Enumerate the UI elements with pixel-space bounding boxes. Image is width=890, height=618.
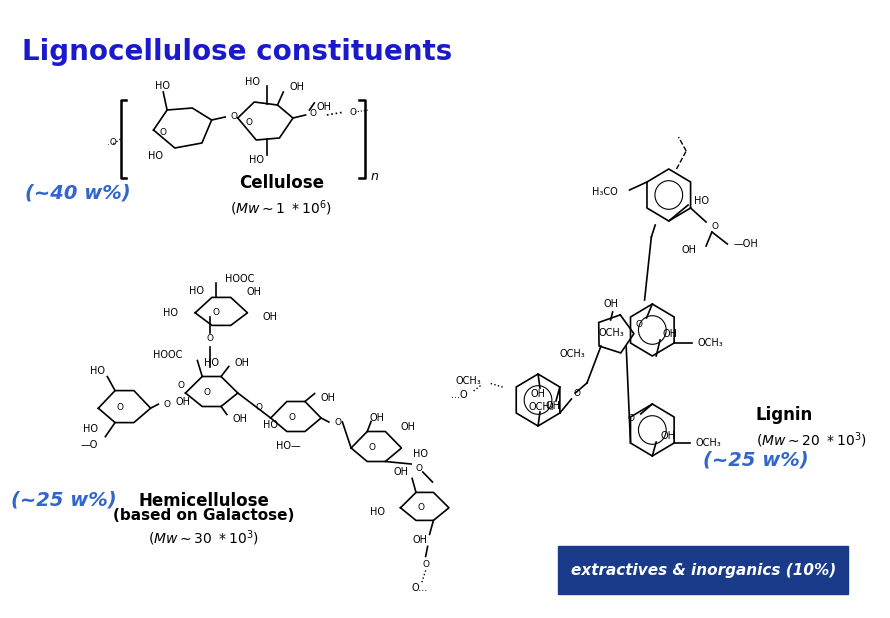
Text: OH: OH (662, 329, 677, 339)
Text: O: O (712, 221, 719, 231)
Text: O: O (213, 308, 220, 316)
Text: OH: OH (393, 467, 409, 477)
Text: (based on Galactose): (based on Galactose) (113, 508, 295, 523)
Text: O: O (627, 413, 635, 423)
FancyBboxPatch shape (558, 546, 848, 594)
Text: Lignin: Lignin (756, 406, 813, 424)
Text: O: O (246, 117, 253, 127)
Text: —OH: —OH (733, 239, 758, 249)
Text: O: O (335, 418, 342, 426)
Text: OCH₃: OCH₃ (560, 349, 586, 359)
Text: OH: OH (232, 413, 247, 423)
Text: HO: HO (413, 449, 428, 459)
Text: HO: HO (370, 507, 385, 517)
Text: OH: OH (235, 357, 249, 368)
Text: (~25 w%): (~25 w%) (11, 490, 117, 509)
Text: (~25 w%): (~25 w%) (703, 450, 809, 469)
Text: O: O (635, 320, 643, 329)
Text: HO: HO (263, 420, 279, 430)
Text: O: O (255, 402, 263, 412)
Text: O: O (116, 402, 123, 412)
Text: OH: OH (603, 299, 619, 309)
Text: OH: OH (546, 401, 561, 411)
Text: O...: O... (412, 583, 428, 593)
Text: OH: OH (369, 412, 384, 423)
Text: O: O (422, 560, 429, 569)
Text: HO: HO (245, 77, 260, 87)
Text: Cellulose: Cellulose (239, 174, 324, 192)
Text: OH: OH (320, 392, 336, 402)
Text: $(Mw \sim 20\ *10^3)$: $(Mw \sim 20\ *10^3)$ (756, 430, 867, 450)
Text: OH: OH (263, 312, 278, 322)
Text: Hemicellulose: Hemicellulose (139, 492, 270, 510)
Text: O: O (288, 412, 295, 421)
Text: O: O (349, 108, 356, 117)
Text: OCH₃: OCH₃ (599, 328, 625, 338)
Text: HOOC: HOOC (153, 350, 182, 360)
Text: HO: HO (156, 81, 171, 91)
Text: O: O (415, 464, 422, 473)
Text: $(Mw \sim 1\ *10^6)$: $(Mw \sim 1\ *10^6)$ (231, 198, 332, 218)
Text: HO—: HO— (276, 441, 301, 451)
Text: HO: HO (91, 366, 105, 376)
Text: OH: OH (400, 421, 416, 431)
Text: O: O (417, 502, 425, 512)
Text: O: O (573, 389, 580, 397)
Text: n: n (370, 169, 378, 182)
Text: O: O (230, 111, 237, 121)
Text: HO: HO (249, 155, 264, 165)
Text: HO: HO (204, 357, 219, 368)
Text: HO: HO (83, 423, 98, 434)
Text: $(Mw \sim 30\ *10^3)$: $(Mw \sim 30\ *10^3)$ (149, 528, 259, 548)
Text: HO: HO (163, 308, 178, 318)
Text: OH: OH (247, 287, 262, 297)
Text: HOOC: HOOC (225, 274, 255, 284)
Text: Lignocellulose constituents: Lignocellulose constituents (22, 38, 452, 66)
Text: O: O (310, 109, 317, 117)
Text: O: O (163, 400, 170, 408)
Text: OH: OH (530, 389, 546, 399)
Text: O: O (369, 442, 376, 452)
Text: .O: .O (107, 137, 117, 146)
Text: OCH₃: OCH₃ (698, 338, 723, 348)
Text: O: O (203, 387, 210, 397)
Text: OH: OH (316, 102, 331, 112)
Text: OCH₃: OCH₃ (529, 402, 554, 412)
Text: O: O (177, 381, 184, 389)
Text: —O: —O (80, 439, 98, 450)
Text: HO: HO (694, 196, 709, 206)
Text: OCH₃: OCH₃ (695, 438, 721, 448)
Text: HO: HO (190, 286, 204, 297)
Text: (~40 w%): (~40 w%) (25, 183, 131, 202)
Text: OCH₃: OCH₃ (456, 376, 481, 386)
Text: OH: OH (175, 397, 190, 407)
Text: O: O (206, 334, 214, 343)
Text: OH: OH (413, 535, 427, 546)
Text: OH: OH (660, 431, 675, 441)
Text: HO: HO (149, 151, 163, 161)
Text: OH: OH (289, 82, 304, 92)
Text: extractives & inorganics (10%): extractives & inorganics (10%) (570, 562, 836, 577)
Text: ...O: ...O (451, 390, 468, 400)
Text: O: O (159, 127, 166, 137)
Text: OH: OH (682, 245, 696, 255)
Text: H₃CO: H₃CO (592, 187, 618, 197)
